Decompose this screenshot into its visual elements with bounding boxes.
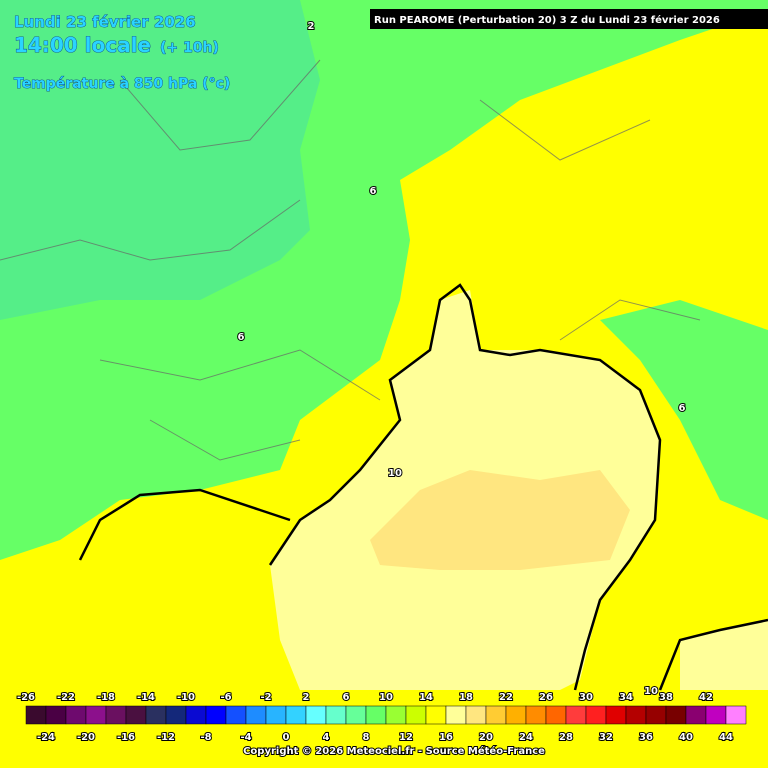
scale-box <box>185 705 207 725</box>
scale-box <box>45 705 67 725</box>
scale-label: -20 <box>77 732 95 743</box>
run-banner <box>370 9 768 29</box>
scale-box <box>665 705 687 725</box>
scale-box <box>345 705 367 725</box>
scale-box <box>545 705 567 725</box>
scale-box <box>405 705 427 725</box>
scale-label: -4 <box>240 732 251 743</box>
scale-label: 42 <box>699 692 713 703</box>
scale-box <box>505 705 527 725</box>
scale-box <box>85 705 107 725</box>
scale-label: 6 <box>343 692 350 703</box>
scale-label: -26 <box>17 692 35 703</box>
scale-box <box>625 705 647 725</box>
scale-box <box>105 705 127 725</box>
scale-label: -22 <box>57 692 75 703</box>
scale-label: 16 <box>439 732 453 743</box>
scale-box <box>365 705 387 725</box>
contour-label: 6 <box>370 186 377 197</box>
scale-box <box>25 705 47 725</box>
scale-box <box>145 705 167 725</box>
scale-label: -14 <box>137 692 155 703</box>
scale-label: 22 <box>499 692 513 703</box>
scale-box <box>485 705 507 725</box>
scale-label: 0 <box>283 732 290 743</box>
scale-box <box>245 705 267 725</box>
color-scale: -26-24-22-20-18-16-14-12-10-8-6-4-202468… <box>16 691 747 744</box>
scale-label: 12 <box>399 732 413 743</box>
forecast-date: Lundi 23 février 2026 <box>14 13 196 31</box>
scale-box <box>165 705 187 725</box>
variable-label: Température à 850 hPa (°c) <box>14 76 230 92</box>
scale-label: 2 <box>303 692 310 703</box>
scale-label: 14 <box>419 692 433 703</box>
scale-box <box>325 705 347 725</box>
scale-box <box>525 705 547 725</box>
scale-label: 4 <box>323 732 330 743</box>
coastline <box>658 618 768 691</box>
scale-label: 32 <box>599 732 613 743</box>
scale-box <box>285 705 307 725</box>
scale-label: 44 <box>719 732 733 743</box>
contour-label: 10 <box>644 686 658 697</box>
forecast-lead: (+ 10h) <box>160 40 219 56</box>
scale-box <box>645 705 667 725</box>
scale-label: 40 <box>679 732 693 743</box>
run-info: Run PEAROME (Perturbation 20) 3 Z du Lun… <box>374 14 720 26</box>
scale-label: -2 <box>260 692 271 703</box>
scale-label: 28 <box>559 732 573 743</box>
scale-label: -12 <box>157 732 175 743</box>
scale-box <box>425 705 447 725</box>
scale-box <box>685 705 707 725</box>
scale-label: -6 <box>220 692 231 703</box>
sea-zone-south <box>680 620 768 690</box>
scale-label: 24 <box>519 732 533 743</box>
scale-box <box>385 705 407 725</box>
coastline <box>78 488 291 561</box>
scale-label: 8 <box>363 732 370 743</box>
scale-label: -10 <box>177 692 195 703</box>
scale-box <box>65 705 87 725</box>
scale-box <box>305 705 327 725</box>
coastline <box>268 283 662 691</box>
scale-label: 26 <box>539 692 553 703</box>
copyright: Copyright © 2026 Meteociel.fr - Source M… <box>243 745 545 757</box>
scale-box <box>605 705 627 725</box>
contour-label: 2 <box>308 21 315 32</box>
scale-box <box>265 705 287 725</box>
scale-label: -24 <box>37 732 55 743</box>
scale-box <box>205 705 227 725</box>
scale-label: 18 <box>459 692 473 703</box>
scale-box <box>225 705 247 725</box>
warm-green-zone-east <box>600 300 768 520</box>
scale-label: 30 <box>579 692 593 703</box>
scale-label: -18 <box>97 692 115 703</box>
scale-label: -16 <box>117 732 135 743</box>
contour-label: 6 <box>238 332 245 343</box>
scale-label: 34 <box>619 692 633 703</box>
contour-label: 10 <box>388 468 402 479</box>
scale-box <box>705 705 727 725</box>
contour-label: 6 <box>679 403 686 414</box>
scale-label: 38 <box>659 692 673 703</box>
scale-label: 20 <box>479 732 493 743</box>
border-lines <box>0 59 701 461</box>
scale-box <box>565 705 587 725</box>
scale-box <box>465 705 487 725</box>
scale-box <box>445 705 467 725</box>
scale-box <box>125 705 147 725</box>
scale-box <box>585 705 607 725</box>
scale-label: -8 <box>200 732 211 743</box>
forecast-time: 14:00 locale <box>14 33 151 57</box>
scale-box <box>725 705 747 725</box>
scale-label: 36 <box>639 732 653 743</box>
warm-core <box>370 470 630 570</box>
scale-label: 10 <box>379 692 393 703</box>
